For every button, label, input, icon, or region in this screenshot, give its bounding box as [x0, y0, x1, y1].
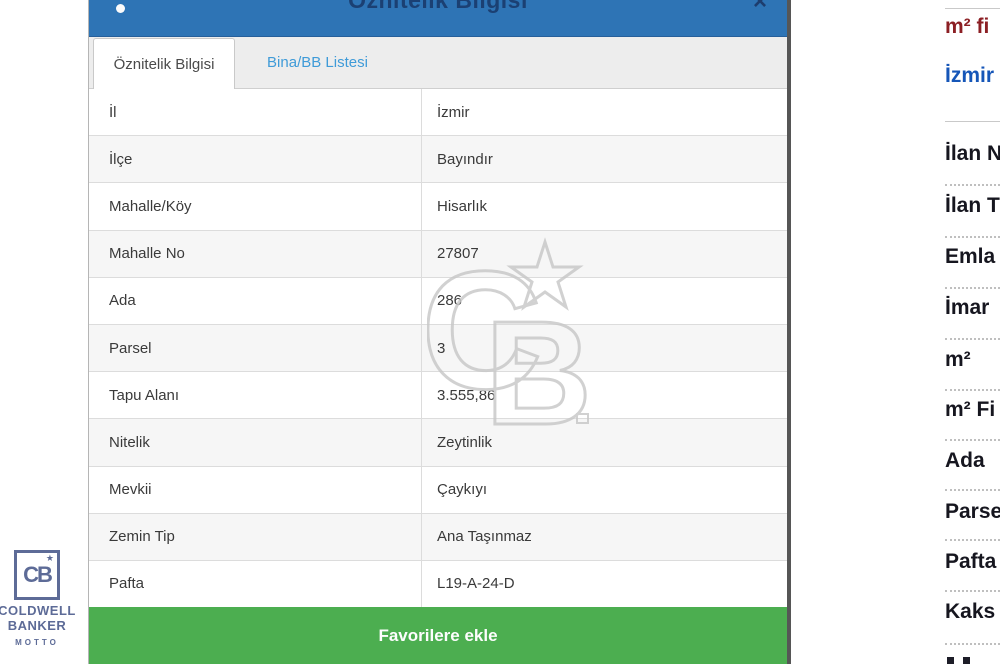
row-value: Zeytinlik: [421, 419, 787, 466]
table-row-mevkii: Mevkii Çaykıyı: [89, 466, 787, 514]
cb-monogram-icon: CB ★: [14, 550, 60, 600]
detail-label-ilan-no: İlan N: [945, 142, 1000, 165]
detail-label-kaks: Kaks: [945, 600, 996, 623]
logo-line-motto: MOTTO: [15, 638, 59, 647]
detail-label-imar: İmar: [945, 296, 990, 319]
close-icon[interactable]: ×: [752, 0, 767, 15]
divider: [945, 8, 1000, 9]
dotted-divider: [945, 539, 1000, 541]
row-label: Zemin Tip: [109, 528, 175, 546]
star-icon: ★: [45, 553, 54, 563]
row-label: Ada: [109, 292, 136, 310]
detail-label-pafta: Pafta: [945, 550, 997, 573]
divider: [945, 121, 1000, 122]
row-label: Parsel: [109, 339, 152, 357]
row-label: İlçe: [109, 150, 133, 168]
table-row-mahalle-no: Mahalle No 27807: [89, 230, 787, 278]
bullet-dot-icon: [116, 4, 125, 13]
table-row-tapu-alani: Tapu Alanı 3.555,86: [89, 372, 787, 420]
attribute-dialog: Öznitelik Bilgisi × Öznitelik Bilgisi Bi…: [88, 0, 787, 664]
table-row-zemin-tip: Zemin Tip Ana Taşınmaz: [89, 513, 787, 561]
row-label: Mahalle No: [109, 245, 185, 263]
dotted-divider: [945, 287, 1000, 289]
row-label: Pafta: [109, 575, 145, 593]
row-label: Tapu Alanı: [109, 386, 180, 404]
logo-line-banker: BANKER: [7, 618, 67, 633]
row-label: Mahalle/Köy: [109, 197, 192, 215]
price-per-m2-label: m² fi: [945, 15, 990, 38]
dotted-divider: [945, 338, 1000, 340]
attribute-table: İl İzmir İlçe Bayındır Mahalle/Köy Hisar…: [89, 89, 787, 609]
table-row-pafta: Pafta L19-A-24-D: [89, 560, 787, 609]
add-to-favorites-button[interactable]: Favorilere ekle: [89, 607, 787, 664]
tab-bina-bb-listesi[interactable]: Bina/BB Listesi: [267, 54, 368, 71]
row-value: 286: [421, 277, 787, 324]
detail-label-emlak-tipi: Emla: [945, 245, 996, 268]
dotted-divider: [945, 236, 1000, 238]
tab-oznitelik-bilgisi[interactable]: Öznitelik Bilgisi: [93, 38, 235, 89]
row-value: Çaykıyı: [421, 466, 787, 513]
dotted-divider: [945, 643, 1000, 645]
coldwell-banker-logo: CB ★ COLDWELL BANKER MOTTO: [0, 550, 83, 647]
row-value: 3.555,86: [421, 372, 787, 419]
detail-label-ada: Ada: [945, 449, 985, 472]
row-value: L19-A-24-D: [421, 560, 787, 608]
detail-label-m2: m²: [945, 348, 971, 371]
row-value: 3: [421, 324, 787, 372]
partial-row-glyphs: [947, 656, 979, 664]
table-row-mahalle-koy: Mahalle/Köy Hisarlık: [89, 183, 787, 231]
dialog-title: Öznitelik Bilgisi: [348, 0, 528, 13]
city-link[interactable]: İzmir: [945, 64, 995, 87]
row-value: 27807: [421, 230, 787, 277]
dotted-divider: [945, 439, 1000, 441]
table-row-parsel: Parsel 3: [89, 324, 787, 373]
row-label: Mevkii: [109, 481, 152, 499]
table-row-ada: Ada 286: [89, 277, 787, 325]
tab-bar: Öznitelik Bilgisi Bina/BB Listesi: [89, 37, 787, 89]
row-value: Hisarlık: [421, 183, 787, 230]
dialog-header: Öznitelik Bilgisi ×: [89, 0, 787, 37]
table-row-ilce: İlçe Bayındır: [89, 136, 787, 184]
dotted-divider: [945, 590, 1000, 592]
detail-label-ilan-tarihi: İlan T: [945, 194, 1000, 217]
row-value: Bayındır: [421, 136, 787, 183]
table-row-il: İl İzmir: [89, 89, 787, 137]
row-value: Ana Taşınmaz: [421, 513, 787, 560]
row-value: İzmir: [421, 89, 787, 136]
cb-monogram-text: CB: [23, 562, 53, 587]
dotted-divider: [945, 184, 1000, 186]
listing-details-sidebar: m² fi İzmir İlan N İlan T Emla İmar m² m…: [945, 0, 1000, 664]
detail-label-parsel: Parse: [945, 500, 1000, 523]
dotted-divider: [945, 389, 1000, 391]
row-label: Nitelik: [109, 433, 150, 451]
row-label: İl: [109, 103, 117, 121]
table-row-nitelik: Nitelik Zeytinlik: [89, 419, 787, 467]
dotted-divider: [945, 489, 1000, 491]
logo-line-coldwell: COLDWELL: [0, 603, 76, 618]
detail-label-m2-fiyati: m² Fi: [945, 398, 996, 421]
